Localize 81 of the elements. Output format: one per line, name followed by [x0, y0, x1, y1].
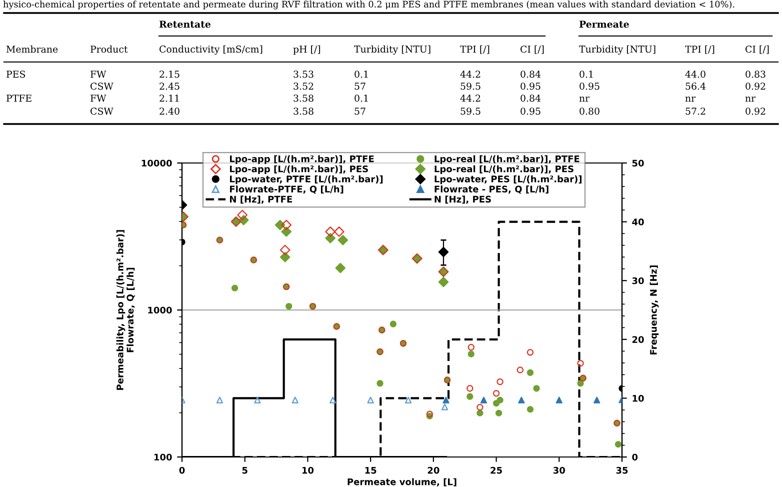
text: 0.95 [520, 108, 540, 115]
text: 56.4 [686, 82, 706, 90]
text: 44.2 [460, 94, 480, 102]
text: TPI [/] [685, 45, 714, 54]
text: Membrane [6, 45, 58, 53]
text: nr [685, 96, 696, 102]
text: Product [90, 45, 128, 53]
text: 57 [354, 82, 366, 90]
text: 44.0 [685, 70, 706, 78]
legend-label: Lpo-app [L/(h.m².bar)], PES [230, 165, 368, 174]
text: 0.95 [520, 82, 540, 90]
text: Turbidity [NTU] [354, 45, 430, 55]
y-tick-label: 1000 [148, 306, 172, 314]
text: 57 [354, 108, 366, 115]
y-tick-label: 10000 [142, 160, 172, 167]
x-tick-label: 10 [302, 466, 314, 474]
y-axis-title: Permeability, Lpo [L/(h.m².bar)] Flowrate, Q [L/h] [116, 230, 135, 390]
text: FW [90, 94, 106, 102]
legend-label: N [Hz], PES [434, 196, 491, 204]
legend-label: Lpo-app [L/(h.m².bar)], PTFE [230, 155, 374, 164]
text: 0.1 [354, 94, 368, 102]
x-tick-label: 20 [428, 466, 440, 474]
y2-tick-label: 0 [632, 454, 638, 461]
y2-tick-label: 20 [632, 336, 644, 343]
text: 44.2 [460, 70, 480, 78]
legend-label: Lpo-real [L/(h.m².bar)], PES [434, 165, 574, 174]
text: 3.52 [294, 82, 314, 90]
text: FW [90, 70, 106, 78]
legend-label: Lpo-water, PES [L/(h.m².bar)] [434, 175, 582, 184]
text: 3.58 [294, 94, 314, 102]
text: 59.5 [460, 108, 480, 115]
y2-axis-title: Frequency, N [Hz] [650, 266, 659, 354]
text: Turbidity [NTU] [579, 45, 656, 55]
text: CSW [90, 82, 114, 90]
x-tick-label: 25 [490, 466, 502, 474]
legend-label: Lpo-real [L/(h.m².bar)], PTFE [434, 155, 580, 164]
y-tick-label: 100 [154, 454, 172, 461]
legend-label: Flowrate-PTFE, Q [L/h] [230, 185, 344, 194]
y2-tick-label: 40 [632, 218, 644, 226]
x-tick-label: 0 [179, 466, 185, 474]
legend-label: N [Hz], PTFE [230, 196, 292, 204]
text: hysico-chemical properties of retentate and permeate during RVF filtration with 0.2 μm PES and PTFE membranes (mean values with standard deviation < 10%). [3, 0, 734, 10]
text: 0.1 [354, 70, 368, 78]
text: 59.5 [460, 82, 480, 90]
text: 3.53 [294, 70, 314, 78]
y2-tick-label: 50 [632, 160, 644, 167]
text: 0.1 [580, 70, 593, 78]
text: 0.92 [746, 82, 766, 90]
x-tick-label: 35 [616, 466, 628, 474]
legend-label: Flowrate - PES, Q [L/h] [434, 185, 548, 194]
text: 0.83 [746, 70, 766, 78]
x-tick-label: 5 [242, 467, 248, 474]
text: CI [/] [746, 45, 769, 54]
text: PES [6, 70, 26, 78]
legend-label: Lpo-water, PTFE [L/(h.m².bar)] [230, 175, 383, 184]
text: 2.45 [160, 82, 180, 90]
text: Conductivity [mS/cm] [160, 45, 262, 55]
text: 0.84 [520, 94, 541, 102]
text: CSW [90, 108, 114, 115]
text: CI [/] [520, 45, 544, 54]
text: 0.80 [580, 108, 600, 115]
y2-tick-label: 30 [632, 277, 644, 284]
text: 2.40 [160, 108, 180, 115]
text: TPI [/] [460, 45, 490, 54]
text: 0.84 [520, 70, 541, 78]
text: nr [745, 96, 756, 102]
text: Retentate [159, 20, 211, 28]
text: 3.58 [294, 108, 314, 115]
text: 57.2 [686, 108, 706, 115]
text: pH [/] [293, 45, 320, 55]
text: 2.15 [160, 70, 180, 78]
text: nr [579, 96, 590, 102]
x-tick-label: 30 [553, 466, 565, 474]
text: PTFE [6, 94, 32, 102]
x-tick-label: 15 [365, 467, 376, 474]
y2-tick-label: 10 [632, 394, 644, 402]
text: 0.95 [580, 82, 600, 90]
x-axis-title: Permeate volume, [L] [348, 478, 456, 486]
text: 2.11 [160, 94, 179, 102]
text: Permeate [579, 20, 629, 28]
text: 0.92 [746, 108, 766, 115]
